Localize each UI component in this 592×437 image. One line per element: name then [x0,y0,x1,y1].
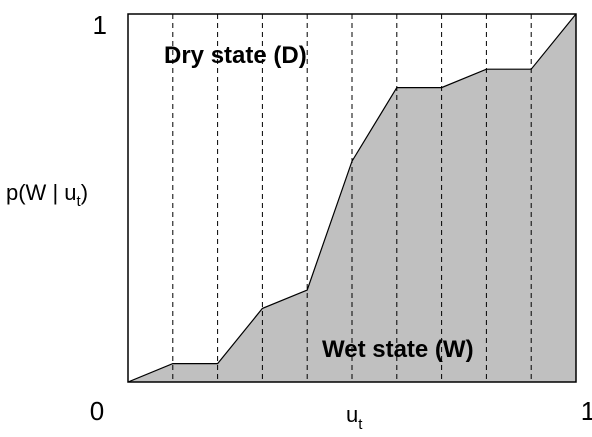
y-axis-label-prefix: p(W | u [6,180,77,205]
grid-layer [172,14,532,382]
x-axis-label-main: u [346,402,358,427]
wet-state-label: Wet state (W) [322,336,474,363]
x-axis-label: ut [346,402,363,433]
y-tick-label-min: 0 [90,396,104,426]
x-tick-label-max: 1 [581,396,592,426]
y-tick-label-max: 1 [93,10,107,40]
dry-state-label: Dry state (D) [164,42,307,69]
y-axis-label-subscript: t [77,193,82,210]
y-axis-label: p(W | ut) [6,180,88,210]
y-axis-label-suffix: ) [81,180,88,205]
plot-frame [127,13,577,383]
x-axis-label-subscript: t [358,416,363,433]
